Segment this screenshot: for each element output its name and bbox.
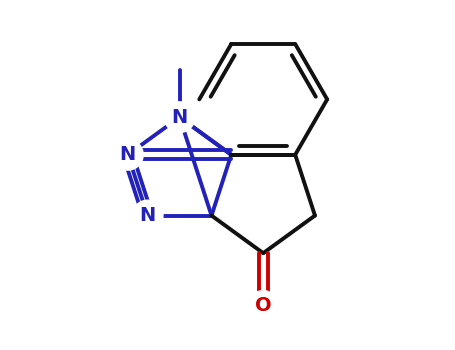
Text: O: O: [255, 296, 272, 315]
Circle shape: [132, 200, 163, 231]
Circle shape: [248, 290, 278, 321]
Text: N: N: [120, 145, 136, 164]
Circle shape: [112, 139, 143, 170]
Text: N: N: [139, 206, 156, 225]
Circle shape: [164, 102, 195, 133]
Text: N: N: [172, 108, 187, 127]
